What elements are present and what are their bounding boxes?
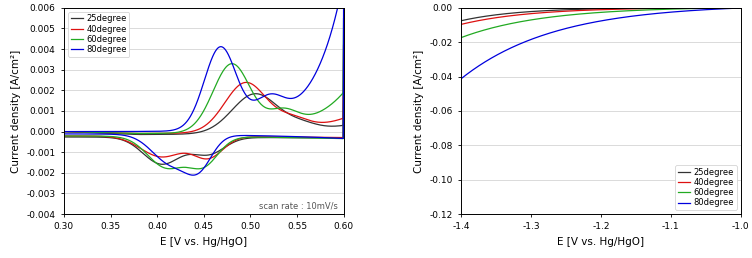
25degree xyxy=(529,10,538,13)
25degree xyxy=(59,133,68,136)
60degree xyxy=(529,18,538,21)
60degree xyxy=(95,135,104,138)
40degree xyxy=(59,133,68,136)
60degree xyxy=(621,9,630,12)
60degree xyxy=(506,22,515,25)
40degree xyxy=(506,14,515,17)
40degree xyxy=(621,7,630,11)
60degree xyxy=(339,17,348,20)
80degree xyxy=(59,133,68,136)
40degree xyxy=(736,6,745,9)
25degree xyxy=(723,6,732,9)
Line: 40degree: 40degree xyxy=(461,8,741,25)
80degree xyxy=(667,11,676,14)
Line: 80degree: 80degree xyxy=(461,8,741,79)
80degree xyxy=(736,6,745,10)
Line: 80degree: 80degree xyxy=(64,0,344,175)
40degree xyxy=(313,120,322,124)
25degree xyxy=(667,6,676,10)
60degree xyxy=(456,36,465,39)
Legend: 25degree, 40degree, 60degree, 80degree: 25degree, 40degree, 60degree, 80degree xyxy=(675,165,736,210)
80degree xyxy=(332,137,341,140)
80degree xyxy=(313,69,322,72)
X-axis label: E [V vs. Hg/HgO]: E [V vs. Hg/HgO] xyxy=(160,237,247,247)
25degree xyxy=(643,7,652,10)
40degree xyxy=(59,133,68,136)
Line: 25degree: 25degree xyxy=(461,8,741,21)
60degree xyxy=(59,133,68,136)
40degree xyxy=(332,136,341,139)
60degree xyxy=(159,132,168,135)
60degree xyxy=(233,137,242,140)
80degree xyxy=(583,22,592,25)
Legend: 25degree, 40degree, 60degree, 80degree: 25degree, 40degree, 60degree, 80degree xyxy=(68,12,129,57)
80degree xyxy=(621,15,630,19)
25degree xyxy=(621,7,630,10)
60degree xyxy=(59,133,68,136)
60degree xyxy=(193,167,202,170)
80degree xyxy=(95,133,104,136)
Line: 25degree: 25degree xyxy=(64,94,344,164)
40degree xyxy=(202,157,211,160)
80degree xyxy=(456,77,465,80)
25degree xyxy=(59,133,68,136)
40degree xyxy=(95,135,104,138)
40degree xyxy=(70,130,79,133)
Text: scan rate : 10mV/s: scan rate : 10mV/s xyxy=(259,201,338,210)
80degree xyxy=(59,133,68,136)
Line: 40degree: 40degree xyxy=(64,45,344,159)
Line: 60degree: 60degree xyxy=(461,8,741,38)
80degree xyxy=(189,174,198,177)
25degree xyxy=(158,163,167,166)
25degree xyxy=(506,12,515,15)
60degree xyxy=(313,111,322,114)
25degree xyxy=(456,19,465,22)
X-axis label: E [V vs. Hg/HgO]: E [V vs. Hg/HgO] xyxy=(557,237,644,247)
80degree xyxy=(159,130,168,133)
25degree xyxy=(70,131,79,134)
Y-axis label: Current density [A/cm²]: Current density [A/cm²] xyxy=(11,49,21,173)
25degree xyxy=(251,92,260,95)
80degree xyxy=(529,37,538,40)
40degree xyxy=(643,7,652,10)
25degree xyxy=(332,136,341,140)
60degree xyxy=(583,12,592,15)
40degree xyxy=(159,132,168,135)
25degree xyxy=(233,139,242,142)
25degree xyxy=(95,136,104,139)
25degree xyxy=(736,6,745,9)
80degree xyxy=(506,46,515,50)
60degree xyxy=(332,137,341,140)
60degree xyxy=(736,6,745,9)
Line: 60degree: 60degree xyxy=(64,18,344,169)
80degree xyxy=(643,13,652,16)
60degree xyxy=(667,7,676,11)
60degree xyxy=(70,130,79,133)
60degree xyxy=(643,8,652,11)
40degree xyxy=(583,9,592,12)
40degree xyxy=(233,138,242,141)
25degree xyxy=(583,7,592,11)
40degree xyxy=(729,6,738,9)
80degree xyxy=(70,130,79,133)
40degree xyxy=(339,43,348,46)
25degree xyxy=(313,123,322,126)
Y-axis label: Current density [A/cm²]: Current density [A/cm²] xyxy=(414,49,424,173)
40degree xyxy=(529,12,538,15)
40degree xyxy=(456,23,465,26)
25degree xyxy=(159,133,168,136)
80degree xyxy=(233,134,242,137)
40degree xyxy=(667,7,676,10)
